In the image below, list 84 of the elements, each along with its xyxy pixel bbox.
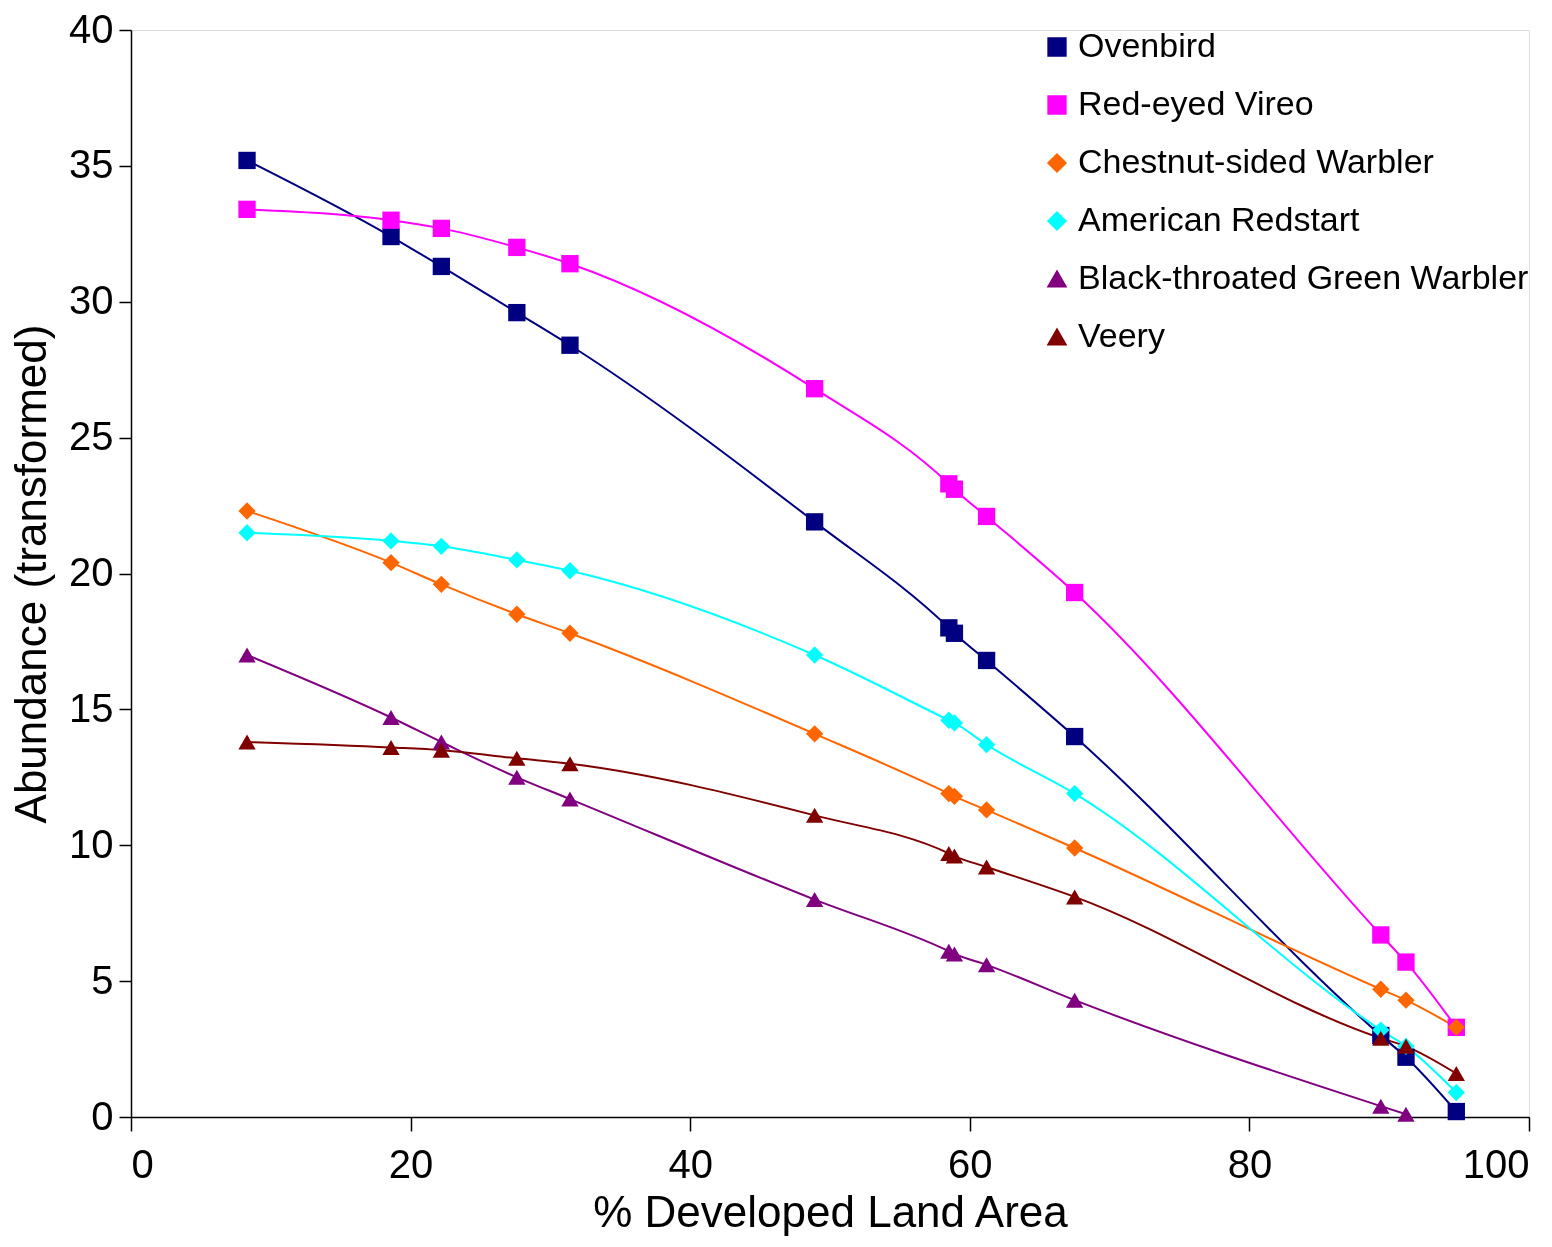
y-tick-label: 30 bbox=[69, 278, 114, 323]
point bbox=[561, 255, 579, 273]
point bbox=[945, 848, 964, 864]
legend-label: Veery bbox=[1078, 316, 1165, 354]
point bbox=[1447, 1066, 1465, 1082]
legend-label: American Redstart bbox=[1078, 200, 1361, 238]
legend-label: Ovenbird bbox=[1078, 26, 1216, 64]
point bbox=[805, 892, 824, 908]
point bbox=[561, 562, 579, 580]
point bbox=[238, 200, 256, 219]
y-tick-label: 10 bbox=[69, 821, 114, 866]
point bbox=[238, 502, 256, 520]
x-tick-label: 0 bbox=[131, 1141, 154, 1186]
point bbox=[238, 647, 256, 663]
point bbox=[805, 725, 824, 743]
y-tick-label: 15 bbox=[69, 685, 114, 730]
point bbox=[561, 756, 579, 772]
point bbox=[1372, 1098, 1390, 1114]
point bbox=[1065, 727, 1084, 746]
point bbox=[238, 151, 256, 170]
point bbox=[432, 257, 451, 276]
point bbox=[805, 807, 824, 823]
point bbox=[382, 553, 400, 572]
point bbox=[382, 710, 400, 726]
x-tick-label: 80 bbox=[1227, 1141, 1273, 1186]
point bbox=[382, 532, 400, 550]
point bbox=[945, 624, 964, 642]
point bbox=[1397, 953, 1415, 971]
point bbox=[977, 957, 996, 973]
point bbox=[432, 575, 451, 594]
point bbox=[508, 605, 526, 623]
point bbox=[1372, 980, 1390, 998]
point bbox=[382, 227, 400, 246]
point bbox=[805, 380, 824, 398]
point bbox=[805, 513, 824, 531]
point bbox=[1397, 991, 1415, 1009]
point bbox=[432, 219, 451, 238]
point bbox=[561, 336, 579, 354]
y-tick-label: 25 bbox=[69, 414, 114, 459]
point bbox=[1447, 1083, 1465, 1102]
y-tick-label: 35 bbox=[69, 142, 114, 187]
point bbox=[561, 624, 579, 642]
point bbox=[1065, 839, 1084, 857]
point bbox=[432, 537, 451, 555]
point bbox=[508, 303, 526, 322]
point bbox=[432, 742, 451, 758]
point bbox=[1065, 889, 1084, 905]
point bbox=[977, 801, 996, 819]
point bbox=[1372, 1030, 1390, 1046]
x-tick-label: 20 bbox=[388, 1141, 434, 1186]
point bbox=[977, 859, 996, 875]
y-tick-label: 40 bbox=[69, 6, 114, 51]
x-axis-title: % Developed Land Area bbox=[593, 1186, 1069, 1236]
point bbox=[1447, 1102, 1465, 1121]
x-tick-label: 60 bbox=[948, 1141, 993, 1186]
point bbox=[382, 211, 400, 229]
point bbox=[1397, 1106, 1415, 1122]
point bbox=[382, 739, 400, 755]
point bbox=[805, 646, 824, 664]
y-axis-title: Abundance (transformed) bbox=[6, 324, 56, 824]
y-tick-label: 0 bbox=[91, 1093, 114, 1138]
legend-label: Chestnut-sided Warbler bbox=[1078, 142, 1434, 180]
point bbox=[977, 651, 996, 670]
point bbox=[508, 238, 526, 257]
legend-label: Black-throated Green Warbler bbox=[1078, 258, 1529, 296]
point bbox=[561, 791, 579, 807]
legend-label: Red-eyed Vireo bbox=[1078, 84, 1314, 122]
point bbox=[238, 524, 256, 542]
point bbox=[945, 480, 964, 498]
y-tick-label: 20 bbox=[69, 550, 114, 594]
point bbox=[1372, 926, 1390, 944]
point bbox=[238, 734, 256, 750]
point bbox=[945, 946, 964, 962]
point bbox=[1065, 583, 1084, 602]
point bbox=[977, 736, 996, 754]
point bbox=[508, 750, 526, 766]
point bbox=[508, 551, 526, 569]
point bbox=[508, 769, 526, 785]
point bbox=[1065, 992, 1084, 1008]
y-tick-label: 5 bbox=[91, 957, 114, 1002]
x-tick-label: 100 bbox=[1462, 1141, 1530, 1186]
point bbox=[977, 507, 996, 526]
x-tick-label: 40 bbox=[668, 1141, 713, 1186]
point bbox=[1065, 784, 1084, 803]
